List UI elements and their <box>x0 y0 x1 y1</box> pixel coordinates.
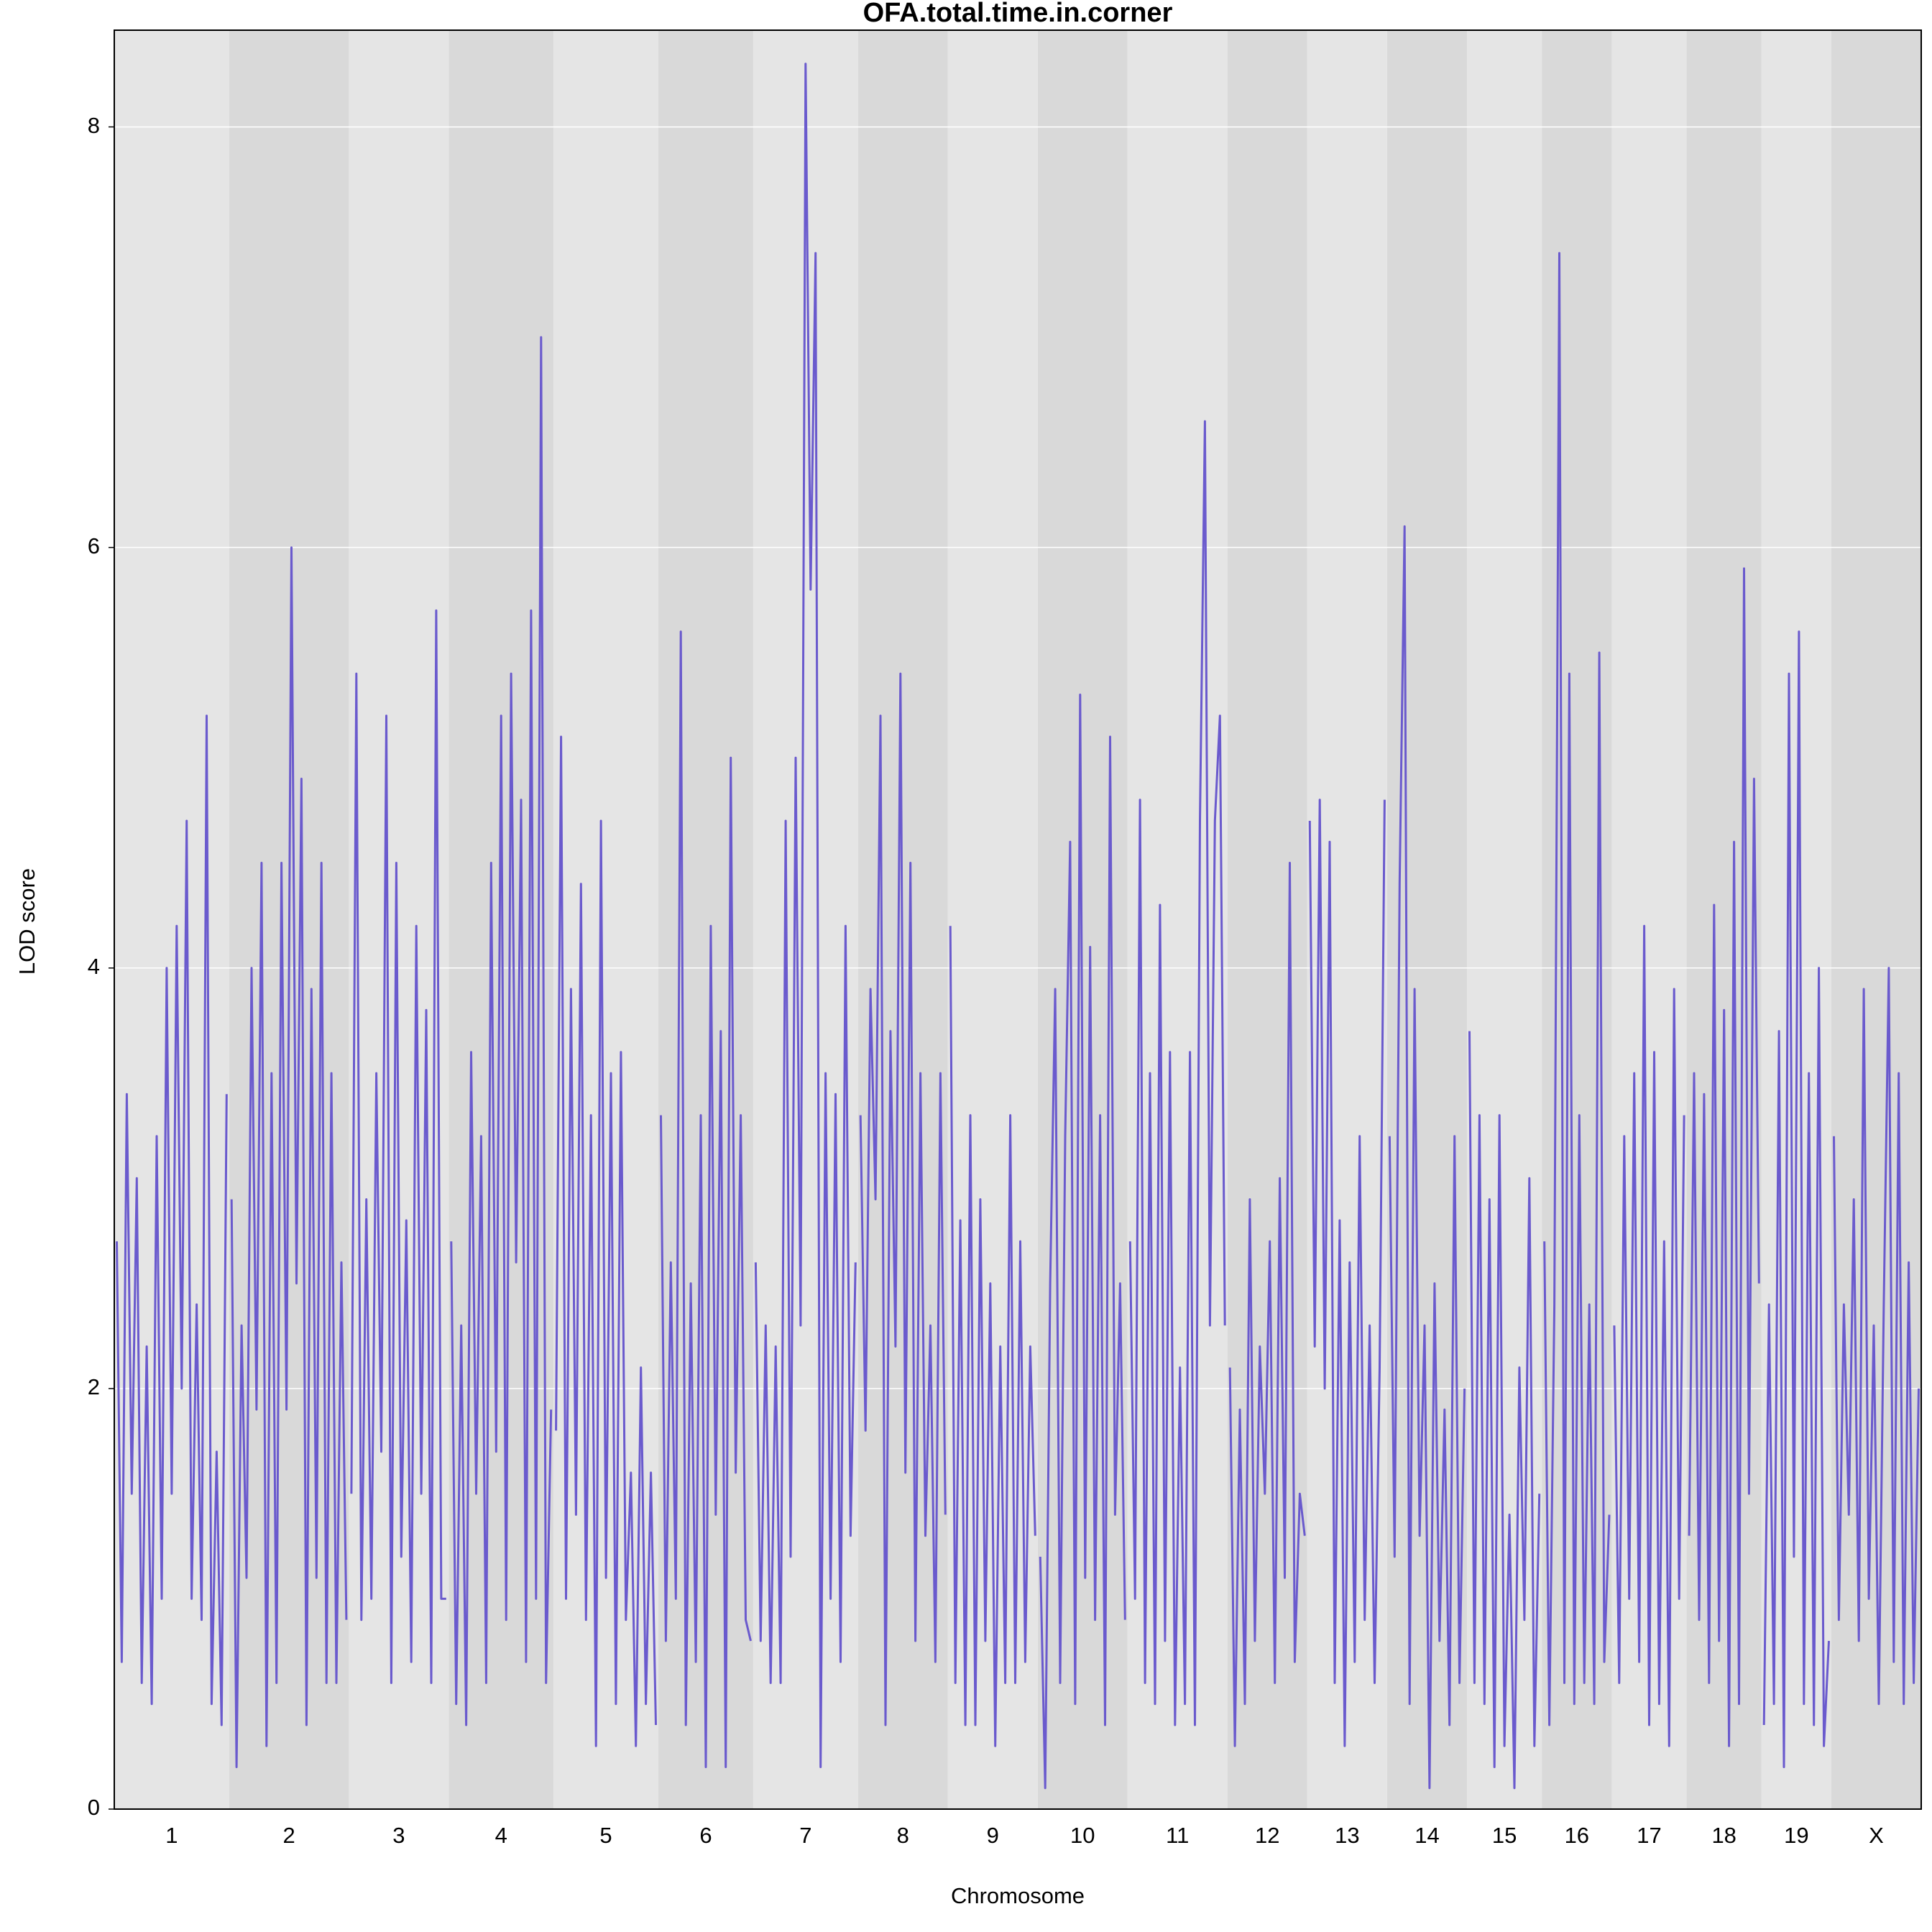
lod-line <box>1468 1031 1541 1790</box>
x-tick-label: 2 <box>282 1823 295 1848</box>
lod-line <box>1688 567 1760 1747</box>
lod-line <box>1388 525 1466 1790</box>
lod-line <box>1228 862 1306 1747</box>
lod-line <box>1543 252 1611 1726</box>
lod-line <box>1762 630 1830 1768</box>
y-tick-label: 6 <box>88 533 100 558</box>
x-tick-label: 4 <box>495 1823 507 1848</box>
lod-line <box>859 672 947 1726</box>
y-tick-label: 0 <box>88 1795 100 1820</box>
chromosome-band <box>1611 30 1687 1809</box>
chromosome-band <box>658 30 753 1809</box>
lod-line <box>1128 420 1226 1726</box>
lod-line <box>450 336 553 1726</box>
y-axis-label: LOD score <box>14 868 40 975</box>
lod-line <box>1833 967 1920 1706</box>
plot-area <box>114 30 1921 1810</box>
chromosome-band <box>1037 30 1128 1809</box>
x-tick-label: 15 <box>1492 1823 1517 1848</box>
x-tick-label: 13 <box>1335 1823 1359 1848</box>
lod-line <box>754 63 857 1768</box>
x-tick-label: 9 <box>987 1823 999 1848</box>
x-tick-label: 18 <box>1711 1823 1736 1848</box>
lod-line <box>949 926 1036 1747</box>
y-tick-label: 2 <box>88 1374 100 1399</box>
x-tick-label: 3 <box>392 1823 405 1848</box>
x-tick-label: X <box>1869 1823 1884 1848</box>
chromosome-band <box>1227 30 1307 1809</box>
lod-line <box>116 714 228 1726</box>
lod-line <box>1613 924 1685 1747</box>
lod-line <box>555 735 657 1747</box>
lod-line <box>230 546 348 1768</box>
y-tick-label: 4 <box>88 954 100 979</box>
lod-line <box>1308 799 1386 1747</box>
plot-frame <box>114 29 1922 1810</box>
x-tick-label: 10 <box>1070 1823 1095 1848</box>
x-tick-label: 7 <box>799 1823 811 1848</box>
x-tick-label: 5 <box>599 1823 612 1848</box>
lod-line <box>1039 694 1126 1790</box>
x-tick-label: 1 <box>165 1823 178 1848</box>
chart-title: OFA.total.time.in.corner <box>863 0 1173 28</box>
x-tick-label: 12 <box>1255 1823 1279 1848</box>
lod-line <box>660 630 752 1768</box>
y-tick-label: 8 <box>88 113 100 138</box>
chromosome-band <box>1467 30 1542 1809</box>
lod-line <box>350 609 446 1684</box>
x-tick-label: 14 <box>1414 1823 1439 1848</box>
x-tick-label: 16 <box>1565 1823 1589 1848</box>
x-tick-label: 8 <box>897 1823 909 1848</box>
x-tick-label: 17 <box>1637 1823 1661 1848</box>
x-tick-label: 19 <box>1784 1823 1808 1848</box>
x-axis-label: Chromosome <box>951 1883 1085 1908</box>
x-tick-label: 11 <box>1166 1823 1189 1848</box>
x-tick-label: 6 <box>699 1823 712 1848</box>
